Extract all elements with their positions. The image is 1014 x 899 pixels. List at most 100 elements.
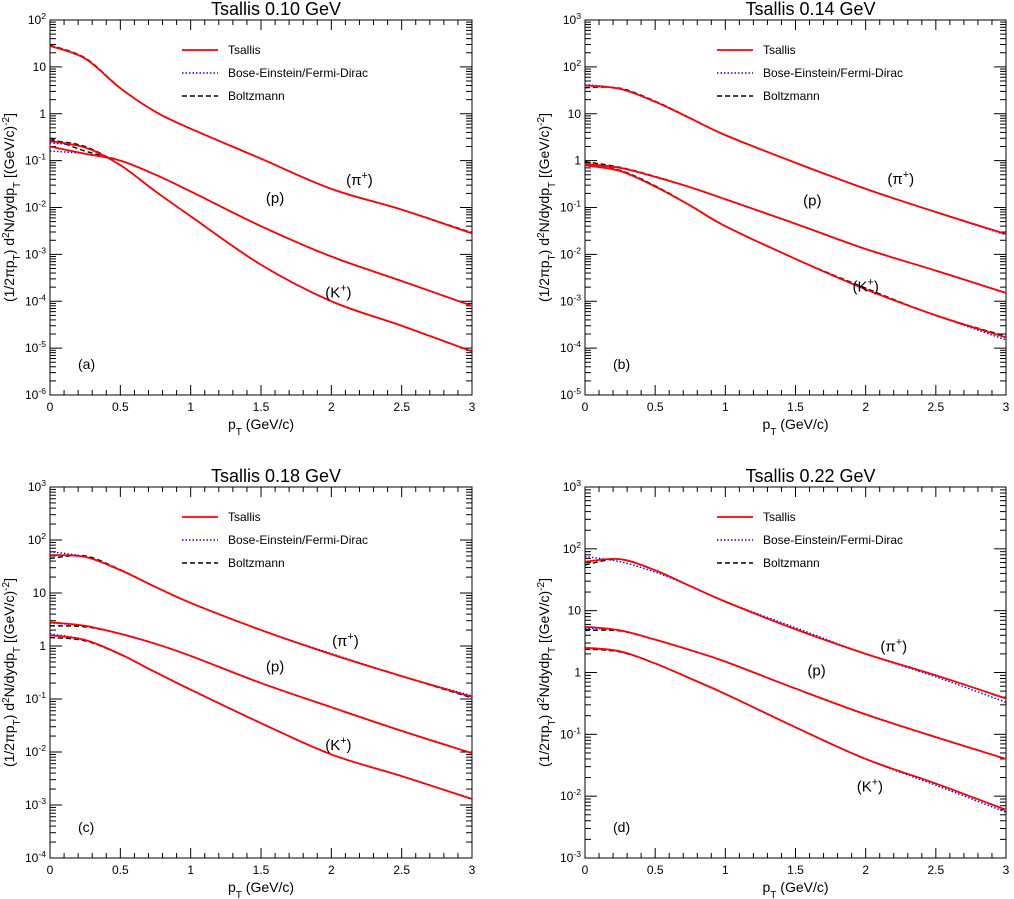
legend-entry: Bose-Einstein/Fermi-Dirac [763,66,903,80]
y-tick-label: 10-3 [25,245,46,261]
y-tick-label: 1 [39,639,46,653]
y-tick-label: 102 [28,11,46,27]
x-tick-label: 0.5 [647,863,664,877]
y-tick-label: 10-2 [560,245,581,261]
x-tick-label: 0 [47,400,54,414]
x-tick-label: 0.5 [112,863,129,877]
x-tick-label: 2.5 [393,863,410,877]
chart-title: Tsallis 0.14 GeV [745,0,875,19]
legend-entry: Boltzmann [228,556,285,570]
series-line-befd-kplus [584,646,1007,813]
legend-entry: Tsallis [763,510,796,524]
y-axis-label: (1/2πpT) d2N/dydpT [(GeV/c)-2] [1,113,23,302]
y-tick-label: 10 [33,60,47,74]
legend: Tsallis Bose-Einstein/Fermi-Dirac Boltzman… [717,510,903,570]
series-line-tsallis-p [49,145,473,307]
x-axis-label: pT (GeV/c) [762,879,828,899]
curve-annotation: (π+) [880,636,907,655]
series-line-boltzmann-kplus [49,636,473,800]
y-tick-label: 10-4 [560,339,581,355]
curve-annotation: (K+) [325,735,351,754]
legend: Tsallis Bose-Einstein/Fermi-Dirac Boltzman… [182,510,368,570]
panel-c: 0 0.5 1 1.5 2 2.5 3 10-4 10-3 10-2 10-1 1 10 102 103 Ts… [1,466,476,899]
x-tick-label: 0 [582,400,589,414]
series-line-boltzmann-kplus [584,163,1007,337]
y-tick-label: 1 [574,666,581,680]
y-axis-label: (1/2πpT) d2N/dydpT [(GeV/c)-2] [536,578,558,767]
y-tick-label: 10-2 [560,787,581,803]
curve-annotation: (p) [807,662,825,679]
y-tick-label: 10-5 [560,386,581,402]
series-line-tsallis-kplus [49,140,473,353]
y-tick-label: 10-3 [560,849,581,865]
legend: Tsallis Bose-Einstein/Fermi-Dirac Boltzman… [717,43,903,103]
x-tick-label: 2.5 [393,400,410,414]
y-tick-label: 10-1 [25,690,46,706]
x-tick-label: 2.5 [927,863,944,877]
y-tick-label: 102 [563,58,581,74]
x-tick-label: 0.5 [647,400,664,414]
y-tick-label: 1 [574,154,581,168]
legend: Tsallis Bose-Einstein/Fermi-Dirac Boltzman… [182,43,368,103]
panel-label: (c) [78,819,94,835]
curve-annotation: (K+) [325,283,351,302]
x-tick-label: 1 [187,400,194,414]
y-tick-label: 10-1 [560,199,581,215]
legend-entry: Boltzmann [228,89,285,103]
y-tick-label: 10-5 [25,339,46,355]
y-tick-label: 10-3 [25,796,46,812]
series-line-tsallis-piplus [584,84,1007,236]
series-line-tsallis-kplus [584,646,1007,811]
y-tick-label: 102 [28,531,46,547]
x-tick-label: 2 [862,863,869,877]
legend-entry: Bose-Einstein/Fermi-Dirac [763,533,903,547]
x-axis-label: pT (GeV/c) [762,416,828,438]
series-line-tsallis-kplus [49,634,473,800]
series-line-tsallis-piplus [584,557,1007,700]
y-tick-label: 10-3 [560,292,581,308]
curve-annotation: (p) [803,193,821,210]
series-line-befd-kplus [584,164,1007,341]
y-tick-label: 10 [33,586,47,600]
curve-annotation: (π+) [332,631,359,650]
series-line-befd-kplus [49,633,473,800]
x-tick-label: 1.5 [787,863,804,877]
x-tick-label: 1.5 [253,863,270,877]
series-line-tsallis-piplus [49,554,473,698]
series-line-tsallis-p [584,625,1007,760]
series-line-boltzmann-piplus [49,554,473,699]
y-tick-label: 10-1 [560,725,581,741]
y-axis-label: (1/2πpT) d2N/dydpT [(GeV/c)-2] [536,113,558,302]
x-tick-label: 1.5 [787,400,804,414]
panel-a: 0 0.5 1 1.5 2 2.5 3 10-6 10-5 10-4 10-3 10-2 10-1 1 10… [1,0,476,438]
series-line-tsallis-p [49,621,473,755]
y-tick-label: 103 [28,478,46,494]
x-tick-label: 1.5 [253,400,270,414]
curve-annotation: (p) [266,659,284,676]
series-line-tsallis-piplus [49,45,473,235]
x-tick-label: 2 [328,863,335,877]
y-axis-label: (1/2πpT) d2N/dydpT [(GeV/c)-2] [1,578,23,767]
x-tick-label: 1 [722,400,729,414]
x-tick-label: 3 [469,863,476,877]
legend-entry: Bose-Einstein/Fermi-Dirac [228,66,368,80]
y-tick-label: 103 [563,11,581,27]
series-line-boltzmann-piplus [584,86,1007,235]
curve-annotation: (K+) [857,776,883,795]
x-tick-label: 3 [1003,863,1010,877]
series-line-befd-p [584,164,1007,294]
series-line-boltzmann-p [49,137,473,307]
x-tick-label: 0.5 [112,400,129,414]
y-tick-label: 10-1 [25,152,46,168]
panel-label: (b) [613,356,630,372]
panel-label: (d) [613,819,630,835]
series-line-boltzmann-kplus [49,139,473,353]
x-tick-label: 1 [722,863,729,877]
y-tick-label: 102 [563,540,581,556]
y-tick-label: 10-2 [25,743,46,759]
panel-d: 0 0.5 1 1.5 2 2.5 3 10-3 10-2 10-1 1 10 102 103 Tsalli… [536,466,1010,899]
x-axis-label: pT (GeV/c) [228,416,294,438]
x-tick-label: 1 [187,863,194,877]
curve-annotation: (π+) [887,169,914,188]
